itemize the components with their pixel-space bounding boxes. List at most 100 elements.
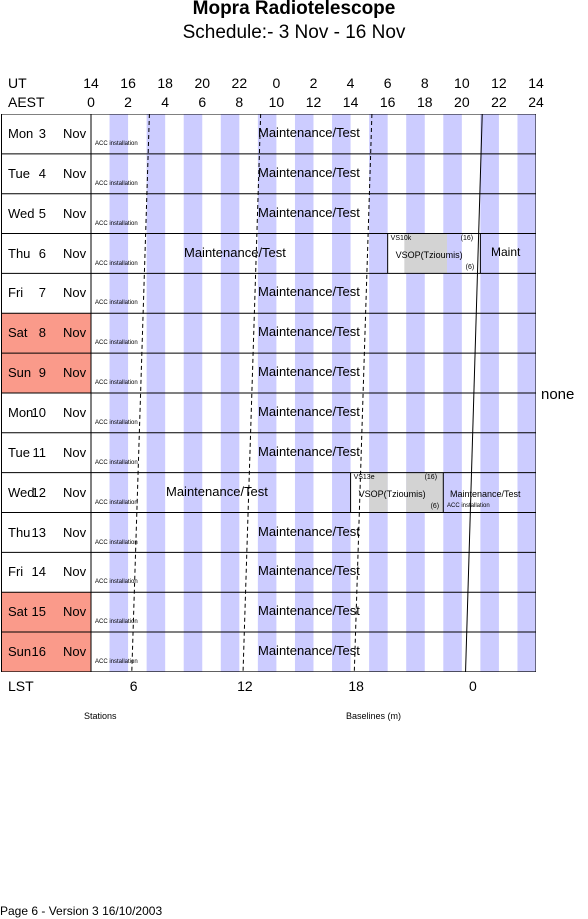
weekend-cell	[1, 313, 91, 354]
lst-6-line	[131, 114, 150, 672]
acc-installation-label: ACC installation	[95, 220, 138, 227]
ut-tick: 22	[231, 75, 248, 91]
acc-installation-label: ACC installation	[95, 539, 138, 546]
ut-tick: 16	[120, 75, 136, 91]
day-date: 15	[31, 604, 46, 620]
maintenance-label: Maintenance/Test	[258, 284, 360, 300]
ut-tick: 10	[454, 75, 470, 91]
day-month: Nov	[63, 484, 87, 500]
aest-tick: 12	[305, 94, 322, 110]
aest-label: AEST	[8, 94, 45, 110]
acc-installation-label: ACC installation	[95, 499, 138, 506]
legend-stations: Stations	[84, 711, 117, 721]
day-label: Tue 4 Nov	[1, 154, 91, 194]
day-label: Thu 13 Nov	[1, 513, 91, 553]
acc-installation-label: ACC installation	[95, 300, 138, 307]
day-label: Wed 12 Nov	[1, 473, 91, 513]
vsop-block	[404, 233, 447, 274]
aest-tick: 18	[416, 94, 433, 110]
day-name: Wed	[8, 484, 35, 500]
lst-tick: 12	[237, 678, 253, 694]
day-date: 16	[31, 644, 46, 660]
day-date: 4	[38, 165, 46, 181]
day-month: Nov	[63, 444, 87, 460]
aest-tick: 10	[268, 94, 285, 110]
day-name: Thu	[8, 524, 31, 540]
day-name: Tue	[8, 444, 30, 460]
acc-installation-label: ACC installation	[95, 141, 138, 147]
day-label: Wed 5 Nov	[1, 194, 91, 234]
day-date: 9	[38, 365, 46, 381]
acc-installation-label: ACC installation	[95, 419, 138, 426]
vsop-code: VS13e	[353, 473, 375, 481]
day-name: Sun	[8, 365, 32, 381]
day-date: 12	[31, 484, 46, 500]
day-label: Fri 7 Nov	[1, 273, 91, 313]
vsop-count: (16)	[460, 234, 474, 242]
day-name: Tue	[8, 165, 30, 181]
lst-label: LST	[8, 678, 34, 694]
ut-tick: 20	[194, 75, 211, 91]
day-name: Sat	[8, 325, 28, 341]
acc-installation-label: ACC installation	[95, 180, 138, 187]
day-label: Sat 8 Nov	[1, 313, 91, 353]
maintenance-label: Maintenance/Test	[450, 488, 521, 499]
acc-installation-label: ACC installation	[95, 579, 138, 586]
day-month: Nov	[63, 205, 87, 221]
day-month: Nov	[63, 524, 87, 540]
day-month: Nov	[63, 604, 87, 620]
day-name: Mon	[8, 126, 34, 141]
day-date: 14	[31, 564, 46, 580]
day-label: Fri 14 Nov	[1, 552, 91, 592]
maintenance-label: Maintenance/Test	[184, 244, 286, 260]
aest-tick: 20	[454, 94, 470, 110]
vsop-label: VSOP(Tzioumis)	[395, 249, 463, 260]
aest-tick: 0	[87, 94, 95, 110]
ut-label: UT	[8, 75, 27, 91]
day-name: Fri	[8, 564, 24, 580]
day-label: Mon 10 Nov	[1, 393, 91, 433]
legend-baselines: Baselines (m)	[346, 711, 402, 721]
aest-tick: 6	[198, 94, 207, 110]
day-label: Thu 6 Nov	[1, 234, 91, 274]
ut-tick: 18	[157, 75, 173, 91]
acc-installation-label: ACC installation	[95, 619, 138, 626]
vsop-count: (16)	[424, 473, 438, 481]
maintenance-label: Maintenance/Test	[166, 483, 268, 499]
day-date: 8	[38, 325, 46, 341]
ut-tick: 4	[346, 75, 355, 91]
maintenance-label: Maintenance/Test	[258, 164, 360, 180]
lst-tick: 6	[129, 678, 138, 694]
maintenance-label: Maintenance/Test	[258, 443, 360, 459]
acc-installation-label: ACC installation	[95, 459, 138, 466]
ut-tick: 12	[491, 75, 507, 91]
maintenance-label: Maintenance/Test	[258, 364, 360, 380]
day-month: Nov	[63, 564, 87, 580]
day-month: Nov	[63, 365, 87, 381]
maintenance-label: Maintenance/Test	[258, 523, 360, 539]
schedule-grid	[1, 114, 536, 672]
aest-tick: 2	[124, 94, 132, 110]
maintenance-label: Maintenance/Test	[258, 563, 360, 579]
lst-18-line	[353, 114, 373, 672]
vsop-count: (6)	[430, 502, 440, 510]
right-column-label: none	[541, 386, 575, 403]
ut-tick: 2	[309, 75, 318, 91]
maintenance-label: Maintenance/Test	[258, 403, 360, 419]
day-month: Nov	[63, 126, 87, 141]
day-date: 5	[38, 205, 46, 221]
page-subtitle: Schedule:- 3 Nov - 16 Nov	[182, 22, 406, 43]
day-name: Mon	[8, 404, 34, 420]
day-name: Sat	[8, 604, 28, 620]
maint-label: Maint	[491, 244, 521, 259]
day-name: Fri	[8, 285, 24, 301]
lst-tick: 18	[348, 678, 364, 694]
aest-tick: 24	[528, 94, 544, 110]
lst-12-line	[242, 114, 262, 672]
page-title: Mopra Radiotelescope	[192, 0, 396, 19]
aest-tick: 14	[342, 94, 359, 110]
acc-installation-label: ACC installation	[95, 659, 138, 666]
vsop-block	[369, 472, 388, 513]
day-date: 13	[31, 524, 46, 540]
day-name: Wed	[8, 205, 35, 221]
